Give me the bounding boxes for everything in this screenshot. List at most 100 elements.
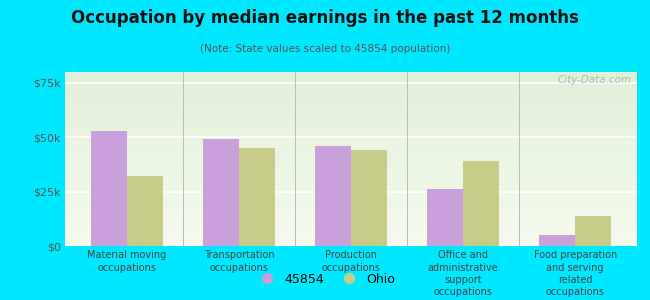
Bar xyxy=(65,176,637,178)
Bar xyxy=(65,122,637,124)
Bar xyxy=(65,76,637,77)
Bar xyxy=(463,161,499,246)
Bar xyxy=(65,79,637,81)
Bar xyxy=(65,129,637,131)
Bar xyxy=(65,86,637,88)
Bar xyxy=(65,124,637,126)
Bar xyxy=(65,107,637,109)
Bar xyxy=(65,185,637,187)
Bar xyxy=(65,192,637,194)
Bar xyxy=(65,109,637,110)
Bar xyxy=(65,114,637,116)
Legend: 45854, Ohio: 45854, Ohio xyxy=(250,268,400,291)
Bar xyxy=(65,103,637,105)
Bar xyxy=(65,225,637,227)
Bar xyxy=(65,242,637,244)
Bar xyxy=(65,161,637,163)
Text: Occupation by median earnings in the past 12 months: Occupation by median earnings in the pas… xyxy=(71,9,579,27)
Bar xyxy=(65,157,637,159)
Bar xyxy=(65,213,637,215)
Bar xyxy=(65,164,637,166)
Bar xyxy=(65,155,637,157)
Bar xyxy=(65,72,637,74)
Bar xyxy=(65,182,637,183)
Text: City-Data.com: City-Data.com xyxy=(557,76,631,85)
Bar xyxy=(65,197,637,199)
Bar xyxy=(65,88,637,89)
Bar xyxy=(65,227,637,229)
Bar xyxy=(65,105,637,107)
Bar xyxy=(65,166,637,168)
Bar xyxy=(65,202,637,204)
Bar xyxy=(65,244,637,246)
Bar xyxy=(65,229,637,230)
Bar xyxy=(65,91,637,93)
Bar xyxy=(315,146,351,246)
Bar xyxy=(91,131,127,246)
Bar xyxy=(65,154,637,155)
Bar xyxy=(65,142,637,143)
Bar xyxy=(65,189,637,190)
Bar xyxy=(65,116,637,117)
Bar xyxy=(65,194,637,196)
Bar xyxy=(65,145,637,147)
Bar xyxy=(65,112,637,114)
Bar xyxy=(65,201,637,203)
Bar xyxy=(65,168,637,169)
Bar xyxy=(65,236,637,237)
Bar xyxy=(65,159,637,161)
Bar xyxy=(65,119,637,121)
Text: (Note: State values scaled to 45854 population): (Note: State values scaled to 45854 popu… xyxy=(200,44,450,53)
Bar xyxy=(65,150,637,152)
Bar xyxy=(65,190,637,192)
Bar xyxy=(65,110,637,112)
Bar xyxy=(65,89,637,91)
Bar xyxy=(65,140,637,142)
Bar xyxy=(65,93,637,94)
Bar xyxy=(65,96,637,98)
Bar xyxy=(65,133,637,135)
Bar xyxy=(65,126,637,128)
Bar xyxy=(65,131,637,133)
Bar xyxy=(65,211,637,213)
Bar xyxy=(203,140,239,246)
Bar xyxy=(65,147,637,148)
Bar xyxy=(65,187,637,189)
Bar xyxy=(65,152,637,154)
Bar xyxy=(540,235,575,246)
Bar xyxy=(427,190,463,246)
Bar xyxy=(65,204,637,206)
Bar xyxy=(65,232,637,234)
Bar xyxy=(65,98,637,100)
Bar xyxy=(65,148,637,150)
Bar xyxy=(65,74,637,76)
Bar xyxy=(65,196,637,197)
Bar xyxy=(65,173,637,175)
Bar xyxy=(65,163,637,164)
Bar xyxy=(351,150,387,246)
Bar xyxy=(65,241,637,242)
Bar xyxy=(65,209,637,211)
Bar xyxy=(65,180,637,182)
Bar xyxy=(65,183,637,185)
Bar xyxy=(65,215,637,216)
Bar xyxy=(575,215,611,246)
Bar xyxy=(65,208,637,209)
Bar xyxy=(65,199,637,201)
Bar xyxy=(65,206,637,208)
Bar xyxy=(65,234,637,236)
Bar xyxy=(127,176,162,246)
Bar xyxy=(65,117,637,119)
Bar xyxy=(65,239,637,241)
Bar xyxy=(65,84,637,86)
Bar xyxy=(239,148,275,246)
Bar xyxy=(65,237,637,239)
Bar xyxy=(65,169,637,171)
Bar xyxy=(65,136,637,138)
Bar xyxy=(65,171,637,173)
Bar xyxy=(65,220,637,222)
Bar xyxy=(65,135,637,137)
Bar xyxy=(65,77,637,79)
Bar xyxy=(65,175,637,176)
Bar xyxy=(65,230,637,232)
